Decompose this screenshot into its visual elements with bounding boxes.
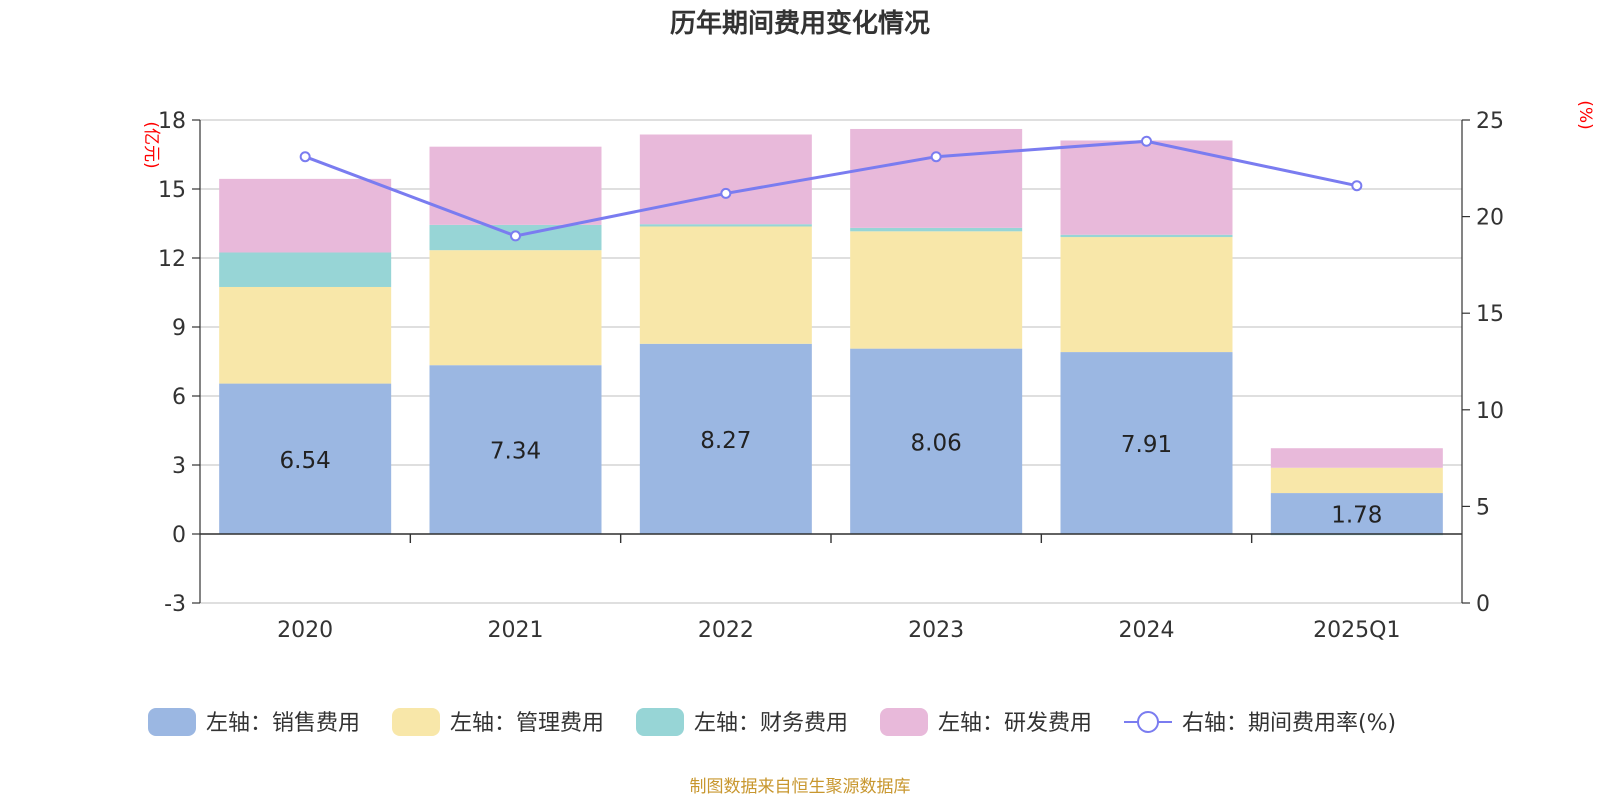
legend-circle-swatch bbox=[1137, 711, 1159, 733]
bar-segment bbox=[1060, 352, 1233, 534]
legend-label: 左轴：销售费用 bbox=[206, 711, 360, 736]
bar-value-label: 7.34 bbox=[490, 439, 541, 465]
bar-value-label: 1.78 bbox=[1331, 503, 1382, 529]
bar-segment bbox=[1060, 237, 1233, 353]
right-tick-label: 5 bbox=[1476, 495, 1490, 520]
source-note: 制图数据来自恒生聚源数据库 bbox=[690, 777, 911, 797]
left-tick-label: 3 bbox=[172, 454, 186, 479]
rate-point bbox=[1141, 135, 1152, 147]
bar-segment bbox=[219, 383, 392, 534]
rate-point bbox=[720, 187, 732, 199]
bar-segment bbox=[429, 146, 602, 225]
legend-label: 左轴：研发费用 bbox=[938, 711, 1092, 736]
right-axis-unit: (%) bbox=[1575, 100, 1595, 129]
bars bbox=[219, 128, 1443, 536]
bar-labels: 6.54 7.34 8.27 8.06 7.91 1.78 bbox=[280, 428, 1383, 529]
left-axis-unit: (亿元) bbox=[141, 121, 161, 168]
bar-segment bbox=[639, 226, 812, 344]
legend-swatch bbox=[392, 708, 440, 736]
bar-value-label: 6.54 bbox=[280, 448, 331, 474]
rate-point bbox=[510, 230, 521, 242]
left-tick-label: -3 bbox=[164, 592, 186, 617]
bar-segment bbox=[850, 231, 1023, 349]
right-tick-label: 15 bbox=[1476, 302, 1504, 327]
axes: -3 0 3 6 9 12 15 18 0 5 10 15 20 25 2020 2021 2022 2023 20… bbox=[158, 109, 1504, 643]
bar-segment bbox=[639, 224, 812, 227]
legend-swatch bbox=[636, 708, 684, 736]
legend-label: 左轴：管理费用 bbox=[450, 711, 604, 736]
rate-line bbox=[299, 135, 1363, 242]
bar-segment bbox=[850, 227, 1023, 232]
right-tick-label: 10 bbox=[1476, 399, 1504, 424]
bar-segment bbox=[429, 250, 602, 366]
left-tick-label: 12 bbox=[158, 247, 186, 272]
x-tick-label: 2025Q1 bbox=[1313, 618, 1400, 643]
x-tick-label: 2022 bbox=[698, 618, 754, 643]
bar-segment bbox=[219, 178, 392, 253]
bar-segment bbox=[850, 348, 1023, 534]
legend-swatch bbox=[148, 708, 196, 736]
legend: 左轴：销售费用 左轴：管理费用 左轴：财务费用 左轴：研发费用 右轴：期间费用率(%) bbox=[148, 708, 1396, 736]
left-tick-label: 6 bbox=[172, 385, 186, 410]
legend-label: 右轴：期间费用率(%) bbox=[1182, 711, 1396, 736]
bar-value-label: 7.91 bbox=[1121, 432, 1172, 458]
x-tick-label: 2024 bbox=[1119, 618, 1175, 643]
right-tick-label: 25 bbox=[1476, 109, 1504, 134]
left-tick-label: 0 bbox=[172, 523, 186, 548]
bar-segment bbox=[850, 128, 1023, 228]
bar-segment bbox=[639, 343, 812, 534]
rate-point bbox=[299, 151, 311, 163]
chart-title: 历年期间费用变化情况 bbox=[670, 8, 930, 39]
legend-label: 左轴：财务费用 bbox=[694, 711, 848, 736]
right-tick-label: 0 bbox=[1476, 592, 1490, 617]
bar-segment bbox=[1270, 493, 1443, 534]
x-tick-label: 2023 bbox=[908, 618, 964, 643]
right-tick-label: 20 bbox=[1476, 206, 1504, 231]
bar-segment bbox=[1270, 467, 1443, 494]
bar-value-label: 8.06 bbox=[911, 430, 962, 456]
rate-point bbox=[930, 151, 942, 163]
bar-segment bbox=[1270, 448, 1443, 468]
rate-point bbox=[1351, 180, 1363, 192]
bar-segment bbox=[1060, 140, 1233, 235]
x-tick-label: 2020 bbox=[277, 618, 333, 643]
bar-segment bbox=[429, 365, 602, 534]
x-tick-label: 2021 bbox=[488, 618, 544, 643]
bar-segment bbox=[219, 286, 392, 384]
rate-line-path bbox=[304, 139, 1358, 238]
bar-segment bbox=[219, 252, 392, 287]
left-tick-label: 9 bbox=[172, 316, 186, 341]
bar-segment bbox=[639, 134, 812, 225]
left-tick-label: 18 bbox=[158, 109, 186, 134]
legend-swatch bbox=[880, 708, 928, 736]
left-tick-label: 15 bbox=[158, 178, 186, 203]
bar-value-label: 8.27 bbox=[700, 428, 751, 454]
bar-segment bbox=[1060, 234, 1233, 238]
